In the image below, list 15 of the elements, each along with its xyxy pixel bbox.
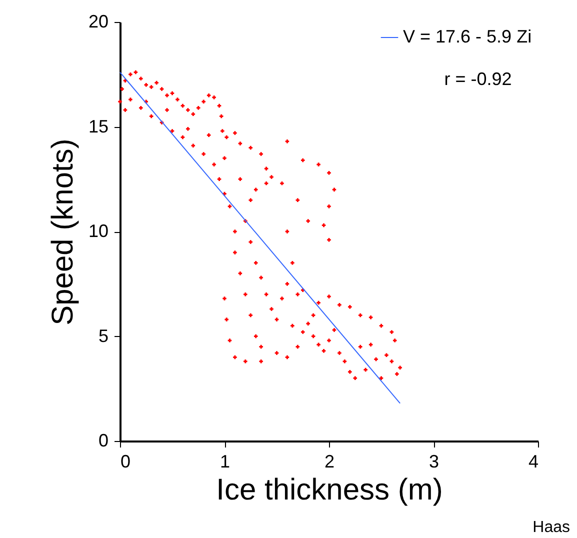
legend-label: V = 17.6 - 5.9 Zi [403,26,532,46]
y-axis-title: Speed (knots) [46,138,80,326]
x-tick-label: 4 [528,452,538,472]
y-tick-label: 10 [88,221,108,241]
x-axis-title: Ice thickness (m) [216,474,443,506]
y-tick-label: 15 [88,116,108,136]
y-tick-label: 20 [88,12,108,32]
annotation: r = -0.92 [444,69,512,89]
y-tick-label: 0 [98,430,108,450]
x-tick-label: 3 [428,452,440,472]
x-tick-label: 1 [220,452,230,472]
x-tick-label: 0 [120,452,131,472]
y-tick-label: 5 [98,326,108,346]
x-tick-label: 2 [324,452,335,472]
text: Haas [532,519,570,536]
